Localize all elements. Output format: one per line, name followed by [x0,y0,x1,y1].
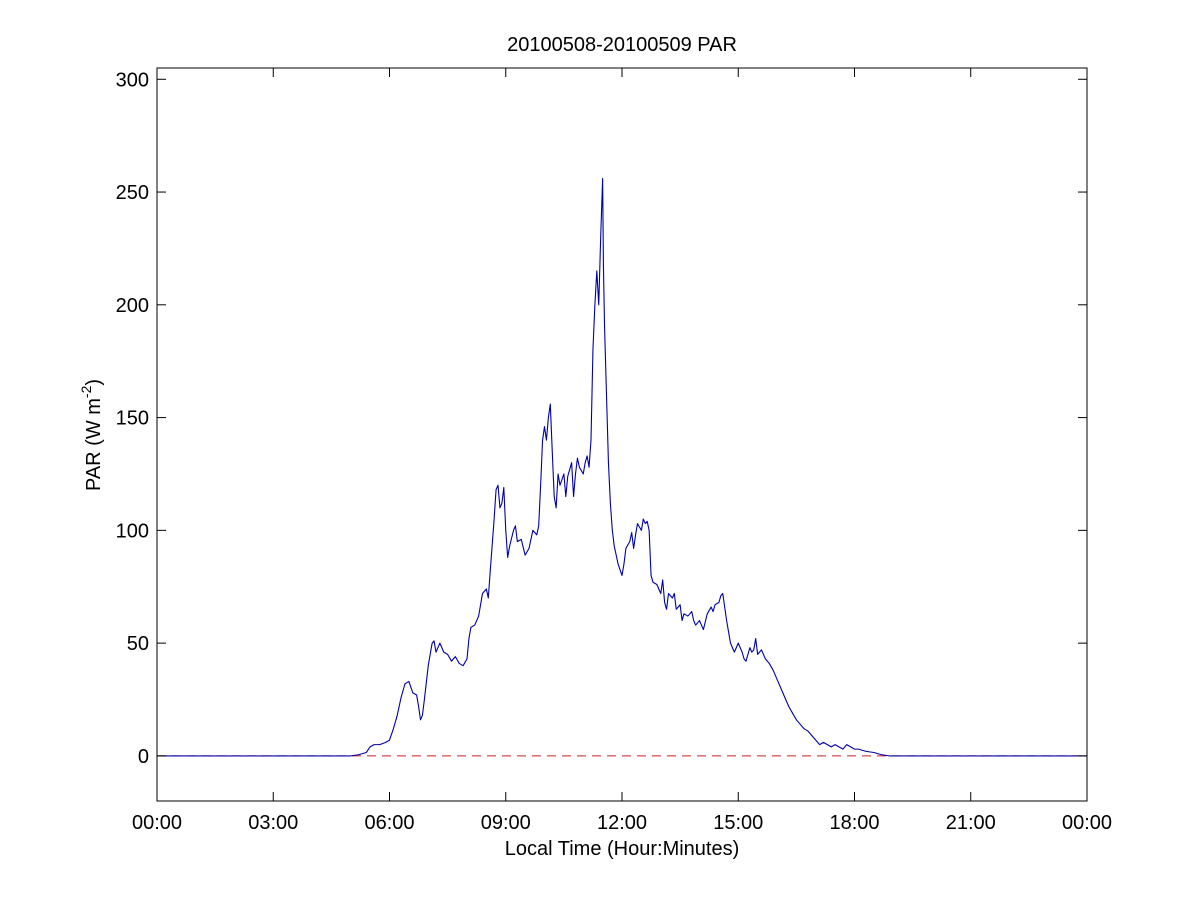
x-tick-label: 00:00 [1062,812,1112,834]
y-axis-label-close: ) [83,379,105,386]
y-tick-label: 50 [127,633,149,655]
y-tick-label: 300 [116,69,149,91]
y-axis-label-superscript: -2 [78,385,94,398]
x-axis: 00:00 03:00 06:00 09:00 12:00 15:00 18:00 21:00… [132,68,1112,834]
x-tick-label: 00:00 [132,812,182,834]
x-tick-label: 15:00 [713,812,763,834]
x-tick-label: 03:00 [248,812,298,834]
y-tick-label: 0 [138,746,149,768]
par-series-line [157,177,1087,757]
y-tick-label: 200 [116,295,149,317]
y-axis-label: PAR (W m-2) [78,379,105,491]
y-tick-label: 150 [116,408,149,430]
plot-frame [156,67,1088,802]
y-axis: 0 50 100 150 200 250 300 [116,69,1087,768]
y-axis-label-main: PAR (W m [83,398,105,491]
x-axis-label: Local Time (Hour:Minutes) [505,838,740,860]
x-tick-label: 21:00 [946,812,996,834]
plot-area [157,177,1087,757]
x-tick-label: 09:00 [481,812,531,834]
x-tick-label: 18:00 [829,812,879,834]
chart-title: 20100508-20100509 PAR [507,34,737,56]
x-tick-label: 12:00 [597,812,647,834]
x-tick-label: 06:00 [364,812,414,834]
y-tick-label: 100 [116,520,149,542]
y-tick-label: 250 [116,182,149,204]
